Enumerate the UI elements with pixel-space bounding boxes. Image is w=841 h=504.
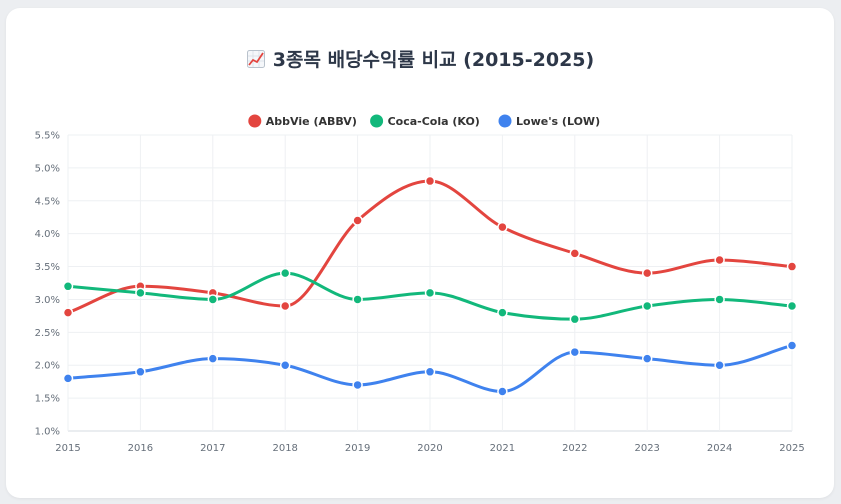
x-tick-label: 2015: [55, 443, 80, 454]
data-point[interactable]: [62, 373, 74, 384]
data-point[interactable]: [207, 294, 219, 305]
data-point[interactable]: [352, 294, 363, 305]
series-points: [62, 175, 798, 397]
chart-title-text: 3종목 배당수익률 비교 (2015-2025): [272, 49, 595, 71]
data-point[interactable]: [641, 300, 653, 312]
legend-label: AbbVie (ABBV): [266, 115, 357, 128]
y-tick-label: 5.5%: [35, 131, 60, 142]
data-point[interactable]: [352, 379, 363, 391]
data-point[interactable]: [279, 267, 291, 279]
chart-card: [6, 8, 834, 498]
legend-label: Lowe's (LOW): [516, 115, 600, 128]
data-point[interactable]: [62, 307, 74, 318]
data-point[interactable]: [786, 340, 798, 351]
data-point[interactable]: [62, 281, 74, 292]
data-point[interactable]: [279, 359, 291, 371]
data-point[interactable]: [786, 261, 798, 272]
legend: AbbVie (ABBV) Coca-Cola (KO) Lowe's (LOW): [248, 114, 601, 129]
data-point[interactable]: [424, 175, 436, 187]
data-point[interactable]: [352, 215, 363, 226]
x-tick-label: 2025: [779, 443, 804, 454]
data-point[interactable]: [569, 248, 581, 259]
legend-marker: [370, 114, 384, 128]
data-point[interactable]: [497, 221, 508, 233]
data-point[interactable]: [497, 386, 508, 397]
y-tick-label: 1.0%: [35, 427, 60, 438]
x-tick-label: 2021: [490, 443, 515, 454]
data-point[interactable]: [207, 353, 219, 364]
x-tick-label: 2018: [272, 443, 297, 454]
data-point[interactable]: [424, 366, 436, 378]
x-tick-label: 2020: [417, 443, 442, 454]
chart-title: 3종목 배당수익률 비교 (2015-2025): [0, 48, 841, 72]
data-point[interactable]: [714, 254, 725, 266]
y-tick-label: 1.5%: [35, 394, 60, 405]
x-tick-label: 2017: [200, 443, 225, 454]
legend-item-1[interactable]: Coca-Cola (KO): [370, 114, 480, 129]
chart-increasing-icon: [246, 50, 265, 68]
y-tick-label: 2.5%: [35, 328, 60, 339]
legend-marker: [498, 114, 512, 128]
y-tick-label: 5.0%: [35, 163, 60, 174]
x-tick-label: 2023: [634, 443, 659, 454]
y-tick-label: 3.5%: [35, 262, 60, 273]
data-point[interactable]: [424, 287, 436, 299]
data-point[interactable]: [569, 313, 581, 325]
y-tick-label: 2.0%: [35, 361, 60, 372]
data-point[interactable]: [786, 300, 798, 312]
data-point[interactable]: [135, 366, 146, 378]
data-point[interactable]: [135, 287, 146, 299]
legend-item-0[interactable]: AbbVie (ABBV): [248, 114, 357, 129]
data-point[interactable]: [497, 307, 508, 318]
data-point[interactable]: [641, 267, 653, 279]
data-point[interactable]: [279, 300, 291, 312]
x-tick-label: 2022: [562, 443, 587, 454]
y-tick-label: 4.5%: [35, 196, 60, 207]
legend-label: Coca-Cola (KO): [388, 115, 480, 128]
x-tick-label: 2024: [707, 443, 732, 454]
axes: 1.0% 1.5% 2.0% 2.5% 3.0% 3.5% 4.0% 4.5% 5.0% 5.5%…: [35, 131, 805, 455]
data-point[interactable]: [714, 359, 725, 371]
x-tick-label: 2019: [345, 443, 370, 454]
grid: [67, 134, 793, 432]
x-tick-label: 2016: [128, 443, 153, 454]
y-tick-label: 3.0%: [35, 295, 60, 306]
legend-marker: [248, 114, 262, 128]
data-point[interactable]: [641, 353, 653, 364]
y-tick-label: 4.0%: [35, 229, 60, 240]
data-point[interactable]: [714, 294, 725, 305]
legend-item-2[interactable]: Lowe's (LOW): [498, 114, 601, 129]
data-point[interactable]: [569, 346, 581, 358]
